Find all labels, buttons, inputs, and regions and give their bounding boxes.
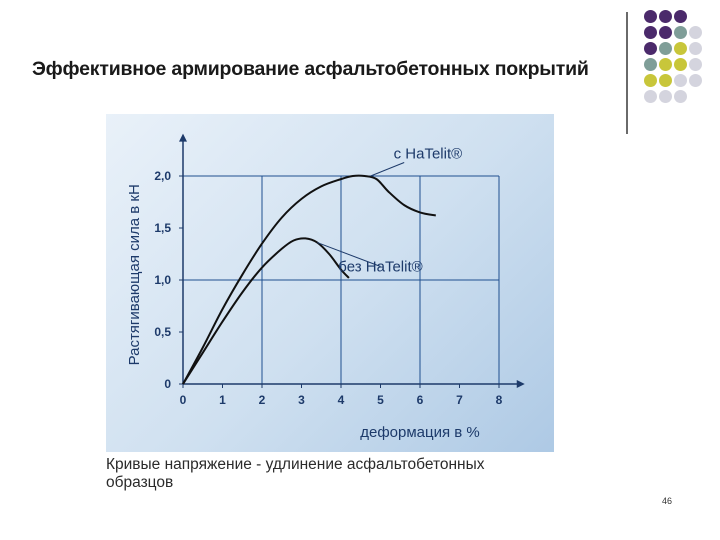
slide-title: Эффективное армирование асфальтобетонных… xyxy=(32,58,589,80)
x-tick-label: 8 xyxy=(496,393,503,407)
decorative-dot xyxy=(674,26,687,39)
y-axis-arrow xyxy=(179,133,187,142)
y-tick-label: 1,5 xyxy=(154,221,171,235)
decorative-dot xyxy=(659,74,672,87)
annotation-leader-line xyxy=(317,242,381,267)
annotation-leader-line xyxy=(370,162,405,177)
chart-grid xyxy=(183,175,500,384)
x-axis-arrow xyxy=(516,380,525,388)
decorative-dot xyxy=(674,58,687,71)
x-tick-label: 7 xyxy=(456,393,463,407)
chart-series xyxy=(182,174,436,385)
x-tick-label: 4 xyxy=(338,393,345,407)
chart-annotations: с HaTelit® без HaTelit® xyxy=(317,145,463,276)
x-tick-label: 3 xyxy=(298,393,305,407)
stress-strain-chart: 0 1 2 3 4 5 6 7 8 0 0,5 1,0 1,5 2,0 с HaTelit® без HaT… xyxy=(126,133,525,441)
decorative-dot xyxy=(674,74,687,87)
series-line-without-hatelit xyxy=(182,237,350,385)
x-tick-label: 2 xyxy=(259,393,266,407)
annotation-with-hatelit: с HaTelit® xyxy=(394,145,463,162)
x-tick-label: 0 xyxy=(180,393,187,407)
decorative-dot xyxy=(674,42,687,55)
x-tick-label: 5 xyxy=(377,393,384,407)
y-tick-label: 2,0 xyxy=(154,169,171,183)
y-tick-label: 0 xyxy=(164,377,171,391)
series-line-with-hatelit xyxy=(182,174,436,385)
x-tick-label: 1 xyxy=(219,393,226,407)
decorative-dot xyxy=(644,26,657,39)
y-tick-label: 0,5 xyxy=(154,325,171,339)
decorative-dot xyxy=(659,90,672,103)
decorative-dot xyxy=(689,58,702,71)
annotation-without-hatelit: без HaTelit® xyxy=(338,259,422,276)
decorative-dot xyxy=(659,58,672,71)
x-tick-label: 6 xyxy=(417,393,424,407)
decorative-dot xyxy=(644,58,657,71)
decorative-dot xyxy=(644,42,657,55)
y-axis-label: Растягивающая сила в кН xyxy=(126,184,143,365)
x-axis-label: деформация в % xyxy=(360,424,480,441)
chart-tick-labels: 0 1 2 3 4 5 6 7 8 0 0,5 1,0 1,5 2,0 xyxy=(154,169,502,407)
decorative-dot xyxy=(689,74,702,87)
decorative-dot xyxy=(689,26,702,39)
decorative-dot xyxy=(689,42,702,55)
decorative-dot xyxy=(659,26,672,39)
chart-figure: 0 1 2 3 4 5 6 7 8 0 0,5 1,0 1,5 2,0 с HaTelit® без HaT… xyxy=(106,114,554,506)
decorative-dot xyxy=(674,10,687,23)
decorative-dot-grid xyxy=(638,8,718,118)
caption-text: Кривые напряжение - удлинение асфальтобе… xyxy=(106,456,485,491)
chart-axes xyxy=(179,133,525,388)
decorative-divider xyxy=(626,12,628,134)
decorative-dot xyxy=(644,90,657,103)
decorative-dot xyxy=(644,10,657,23)
decorative-dot xyxy=(659,42,672,55)
figure-caption: Кривые напряжение - удлинение асфальтобе… xyxy=(106,452,554,506)
page-number: 46 xyxy=(662,496,673,506)
decorative-dot xyxy=(659,10,672,23)
decorative-dot xyxy=(674,90,687,103)
decorative-dot xyxy=(644,74,657,87)
y-tick-label: 1,0 xyxy=(154,273,171,287)
